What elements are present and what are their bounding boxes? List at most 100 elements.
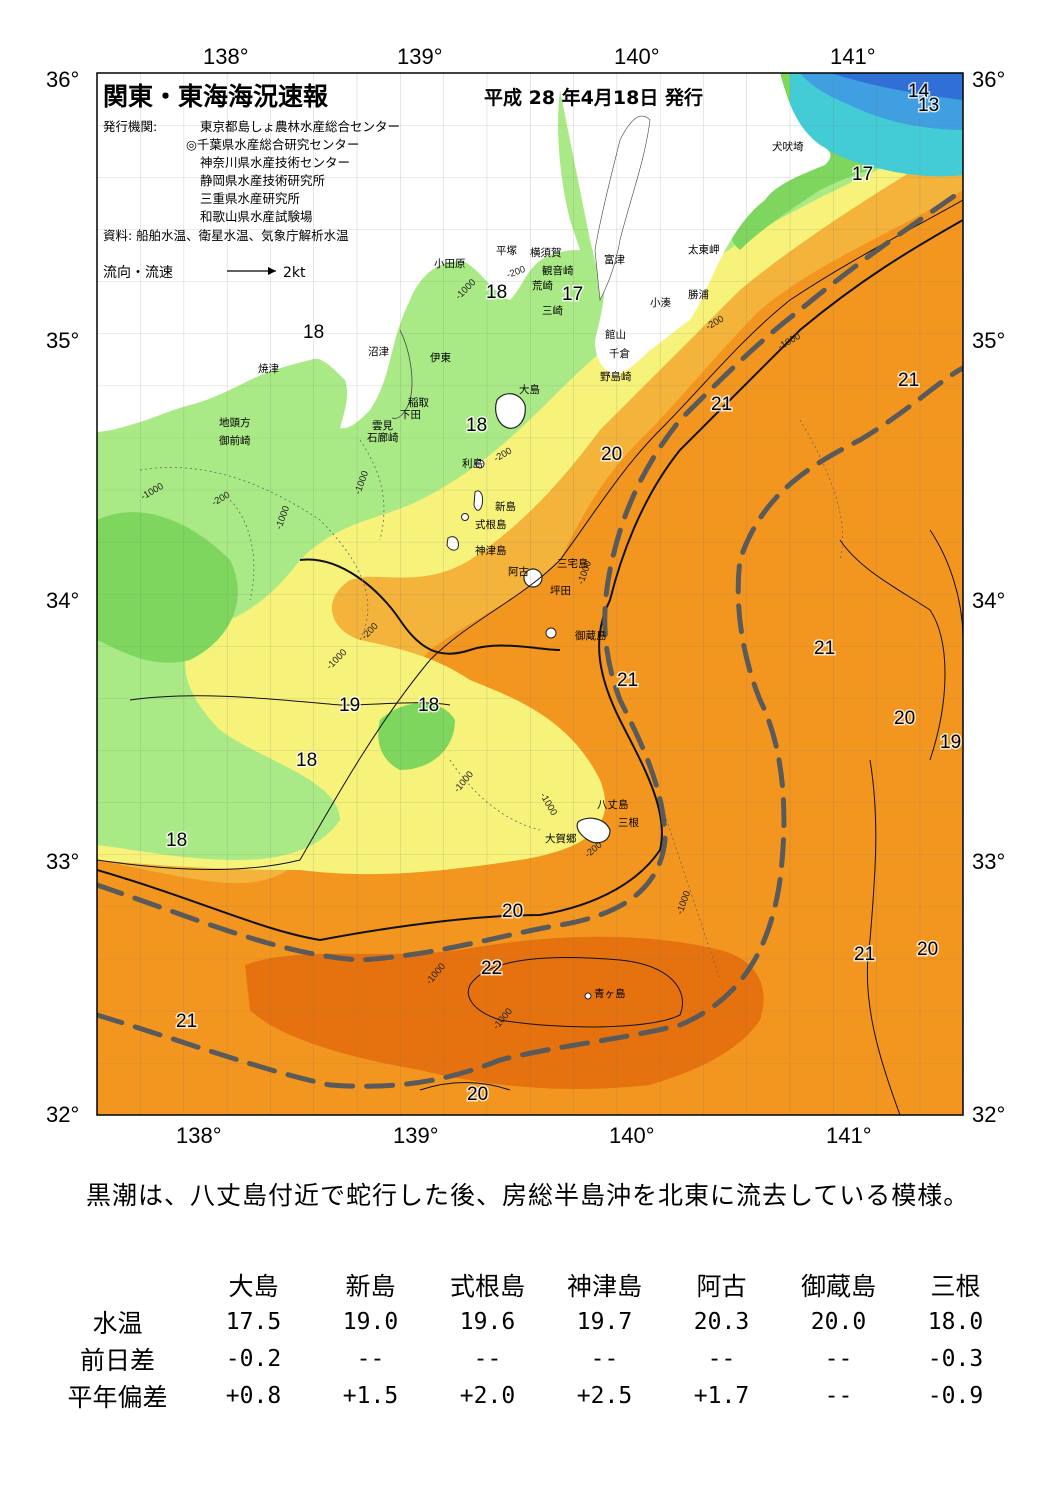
lon-labels-top: 138° 139° 140° 141° — [203, 44, 876, 69]
table-header: 神津島 — [566, 1271, 642, 1301]
lon-label: 140° — [609, 1123, 655, 1148]
lon-label: 139° — [393, 1123, 439, 1148]
place-labels: 犬吠埼 太東岬 勝浦 小湊 富津 横須賀 平塚 観音崎 荒崎 三崎 小田原 館山… — [219, 140, 804, 1000]
place-label: 石廊崎 — [367, 431, 399, 444]
lat-label: 33° — [46, 849, 79, 874]
lat-labels-left: 36° 35° 34° 33° 32° — [46, 67, 79, 1127]
table-cell: -0.9 — [927, 1382, 984, 1409]
legend-label: 流向・流速 — [103, 265, 173, 281]
lon-label: 138° — [176, 1123, 222, 1148]
place-label: 荒崎 — [532, 279, 553, 292]
table-row: 水温 17.5 19.0 19.6 19.7 20.3 20.0 18.0 — [40, 1303, 1014, 1340]
table-header: 三根 — [930, 1271, 981, 1301]
isotherm-label: 20 — [502, 901, 523, 922]
lat-label: 32° — [972, 1102, 1005, 1127]
place-label: 犬吠埼 — [772, 140, 804, 153]
place-label: 観音崎 — [542, 264, 574, 277]
place-label: 三根 — [618, 816, 639, 829]
table-cell: -- — [590, 1345, 619, 1372]
place-label: 地頭方 — [219, 416, 251, 429]
lon-labels-bottom: 138° 139° 140° 141° — [176, 1123, 872, 1148]
place-label: 野島崎 — [600, 370, 632, 383]
lat-label: 35° — [46, 328, 79, 353]
issuer: 神奈川県水産技術センター — [200, 155, 350, 170]
isotherms — [97, 199, 963, 1115]
lon-label: 139° — [397, 44, 443, 69]
isotherm-label: 21 — [898, 370, 919, 391]
place-label: 下田 — [400, 409, 421, 421]
table-cell: +2.5 — [576, 1382, 633, 1409]
data-source: 資料: 船舶水温、衛星水温、気象庁解析水温 — [103, 228, 349, 243]
table-header: 大島 — [228, 1271, 279, 1301]
lat-lon-grid — [97, 73, 963, 1115]
table-cell: 18.0 — [927, 1308, 984, 1335]
isotherm-label: 21 — [176, 1011, 197, 1032]
isotherm-label: 14 — [908, 81, 930, 102]
map-frame — [96, 72, 964, 1116]
issuer-label: 発行機関: — [103, 119, 157, 134]
place-label: 稲取 — [408, 397, 429, 409]
lat-label: 36° — [46, 67, 79, 92]
row-label: 平年偏差 — [67, 1382, 168, 1412]
legend-arrowhead-icon — [268, 267, 276, 275]
table-cell: 20.0 — [810, 1308, 867, 1335]
table-header: 新島 — [345, 1271, 396, 1301]
place-label: 大島 — [519, 383, 540, 396]
table-cell: +1.5 — [342, 1382, 399, 1409]
isotherm-label: 18 — [486, 282, 507, 303]
place-label: 太東岬 — [688, 243, 720, 256]
summary-text: 黒潮は、八丈島付近で蛇行した後、房総半島沖を北東に流去している模様。 — [86, 1181, 970, 1210]
place-label: 坪田 — [550, 584, 571, 597]
lat-label: 33° — [972, 849, 1005, 874]
issue-date: 平成 28 年4月18日 発行 — [484, 86, 703, 109]
place-label: 横須賀 — [530, 246, 562, 259]
row-label: 水温 — [92, 1308, 143, 1338]
isotherm-label: 21 — [617, 670, 638, 691]
kuroshio-axis — [97, 187, 963, 1089]
table-cell: 19.6 — [459, 1308, 516, 1335]
place-label: 小湊 — [650, 296, 671, 309]
table-cell: 17.5 — [225, 1308, 282, 1335]
issuer: ◎千葉県水産総合研究センター — [186, 137, 359, 152]
table-header: 阿古 — [696, 1271, 747, 1301]
issuer: 東京都島しょ農林水産総合センター — [200, 119, 400, 134]
table-cell: -- — [473, 1345, 502, 1372]
isotherm-label: 21 — [854, 944, 875, 965]
isotherm-label: 20 — [917, 939, 938, 960]
lon-label: 141° — [830, 44, 876, 69]
table-header: 式根島 — [449, 1271, 525, 1301]
isotherm-label: 20 — [467, 1084, 488, 1105]
lon-label: 140° — [614, 44, 660, 69]
place-label: 大賀郷 — [545, 832, 577, 845]
lon-label: 141° — [826, 1123, 872, 1148]
table-cell: +0.8 — [225, 1382, 282, 1409]
table-cell: +2.0 — [459, 1382, 516, 1409]
place-label: 神津島 — [475, 544, 507, 557]
table-cell: 19.0 — [342, 1308, 399, 1335]
place-label: 千倉 — [609, 347, 630, 360]
map-body — [97, 73, 963, 1115]
table-cell: -0.3 — [927, 1345, 984, 1372]
place-label: 御前崎 — [219, 434, 251, 447]
row-label: 前日差 — [79, 1345, 155, 1375]
depth-contours — [139, 419, 843, 981]
isotherm-label: 18 — [303, 322, 324, 343]
table-cell: -- — [707, 1345, 736, 1372]
place-label: 焼津 — [258, 363, 279, 375]
place-label: 富津 — [604, 253, 625, 266]
lat-labels-right: 36° 35° 34° 33° 32° — [972, 67, 1005, 1127]
table-cell: -0.2 — [225, 1345, 282, 1372]
table-cell: 19.7 — [576, 1308, 633, 1335]
map-title: 関東・東海海況速報 — [103, 82, 329, 111]
place-label: 館山 — [605, 328, 626, 341]
place-label: 阿古 — [508, 565, 529, 578]
lat-label: 34° — [972, 588, 1005, 613]
place-label: 式根島 — [475, 518, 507, 531]
table-cell: -- — [824, 1345, 853, 1372]
issuer: 静岡県水産技術研究所 — [200, 173, 325, 188]
isotherm-label: 17 — [562, 284, 583, 305]
place-label: 御蔵島 — [575, 629, 607, 642]
table-cell: -- — [824, 1382, 853, 1409]
isotherm-label: 18 — [466, 415, 487, 436]
table-corner — [40, 1266, 195, 1303]
